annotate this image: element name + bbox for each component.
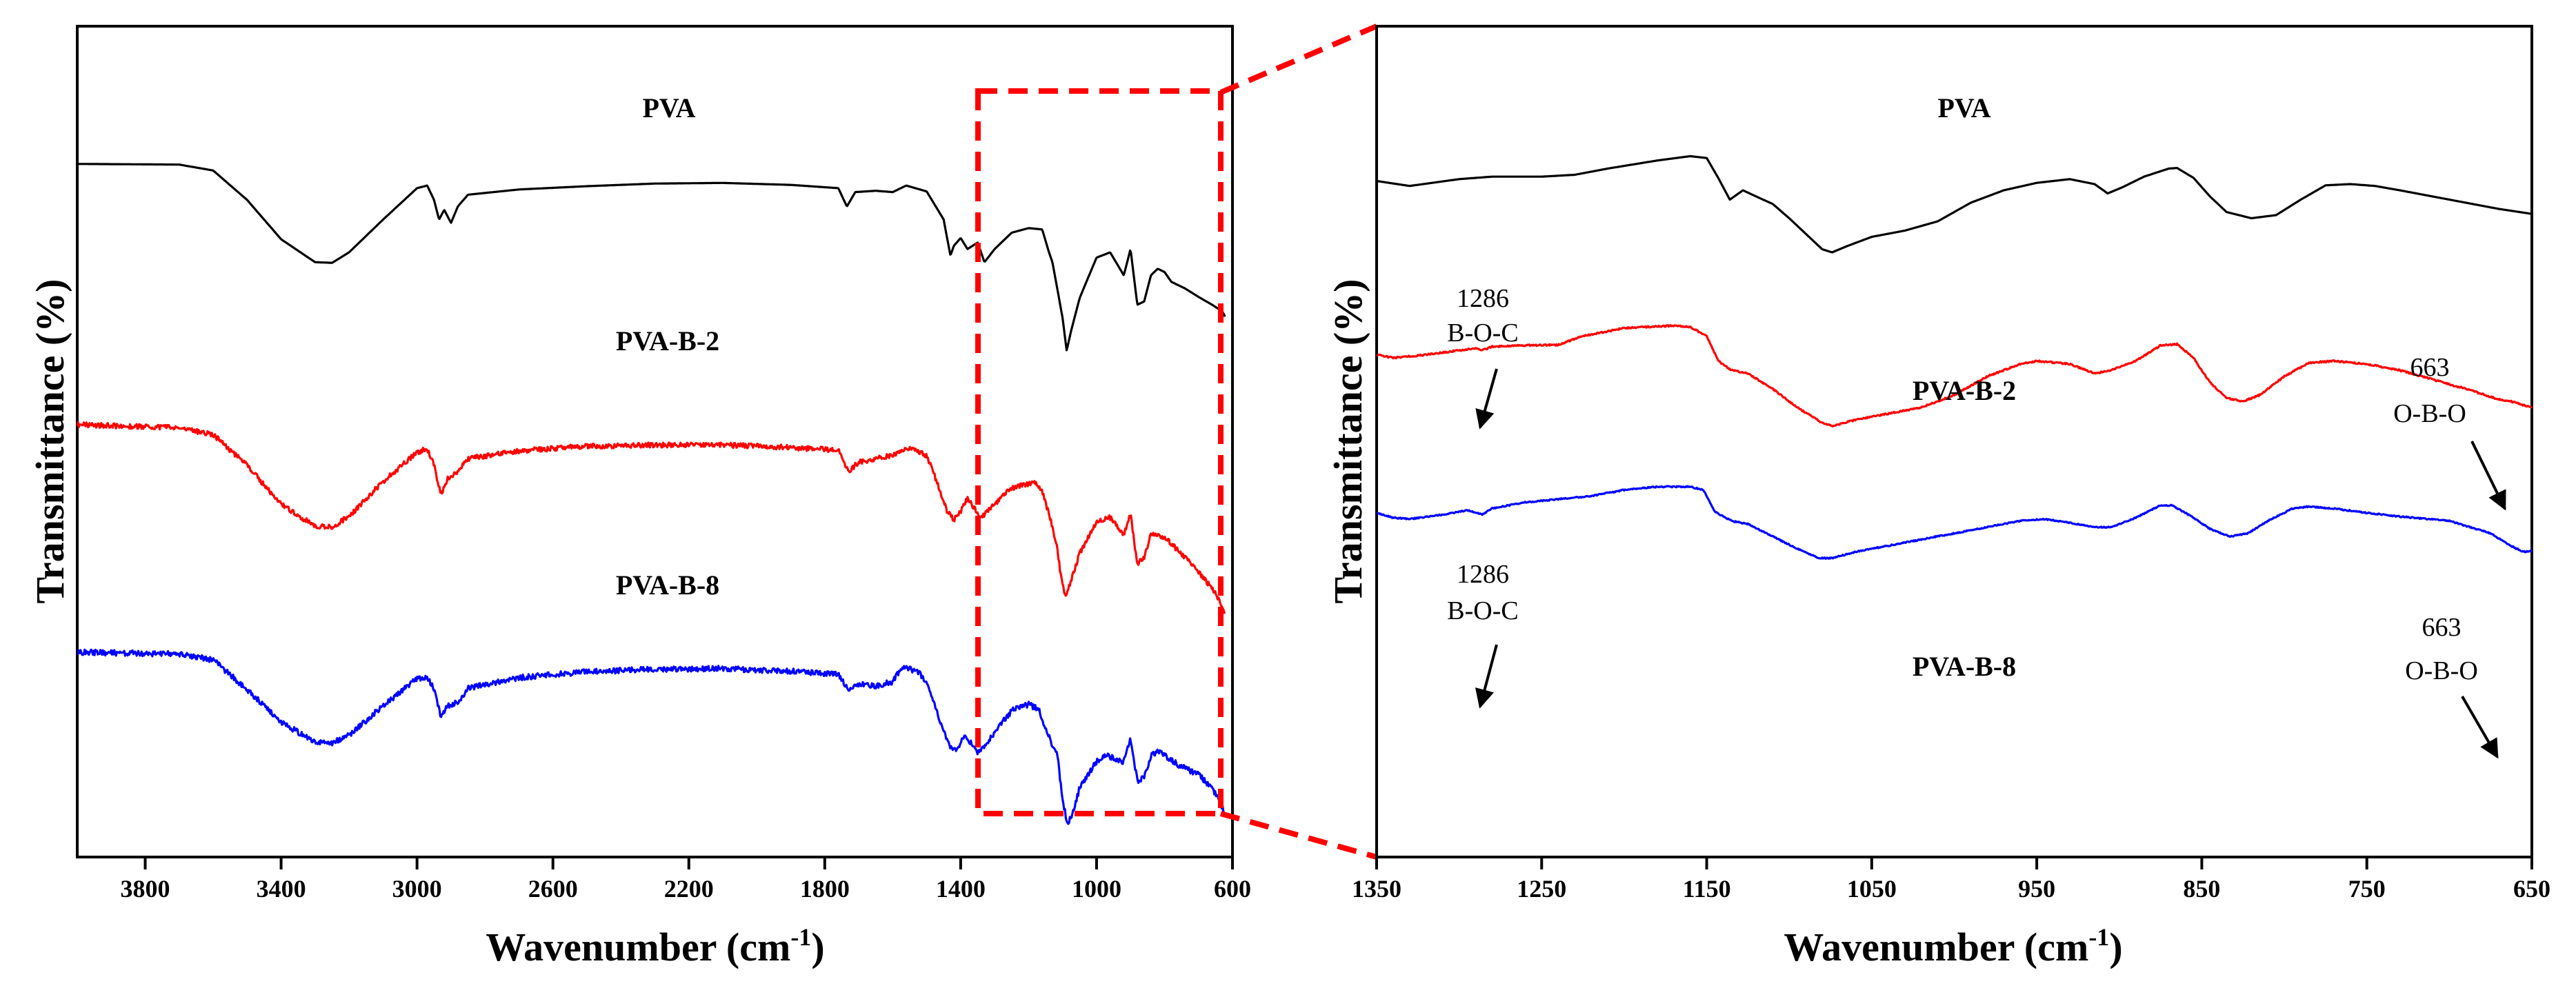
left-label-pva-b-2: PVA-B-2 <box>616 325 719 356</box>
left-label-pva-b-8: PVA-B-8 <box>616 570 719 601</box>
annotation-b2-663-bond: O-B-O <box>2393 399 2466 428</box>
x-tick-label: 3800 <box>121 875 170 903</box>
annotation-b2-1286-bond: B-O-C <box>1447 319 1518 348</box>
annotation-b2-1286-number: 1286 <box>1457 284 1509 313</box>
x-tick-label: 1400 <box>936 875 986 903</box>
annotation-b8-663-bond: O-B-O <box>2405 656 2478 685</box>
right-plot-frame <box>1375 25 2533 858</box>
annotation-b2-663-number: 663 <box>2410 353 2450 382</box>
x-tick-label: 1350 <box>1352 875 1401 903</box>
annotation-b8-663-number: 663 <box>2422 613 2462 642</box>
x-tick-label: 3400 <box>257 875 306 903</box>
left-x-ticks: 3800 3400 3000 2600 2200 1800 1400 1000 600 <box>121 857 1251 903</box>
right-label-pva-b-8: PVA-B-8 <box>1913 651 2016 682</box>
series-line-pva <box>77 163 1226 352</box>
left-plot-frame <box>76 25 1234 858</box>
right-curves <box>1376 154 2533 560</box>
series-line-pva-b-8 <box>1376 485 2533 560</box>
right-label-pva-b-2: PVA-B-2 <box>1913 375 2016 406</box>
x-tick-label: 1800 <box>800 875 850 903</box>
x-tick-label: 650 <box>2513 875 2550 903</box>
series-line-pva-b-8 <box>77 648 1226 825</box>
annotation-b2-1286-arrow-icon <box>1475 368 1498 430</box>
series-line-pva <box>1376 154 2533 254</box>
x-tick-label: 1250 <box>1517 875 1566 903</box>
zoom-connector-bottom <box>1219 811 1378 860</box>
x-tick-label: 850 <box>2183 875 2220 903</box>
left-curves <box>76 163 1226 825</box>
x-tick-label: 1000 <box>1072 875 1121 903</box>
left-x-axis-label: Wavenumber (cm-1) <box>486 923 824 969</box>
x-tick-label: 1150 <box>1683 875 1731 903</box>
annotation-b2-663-arrow-icon <box>2470 441 2506 511</box>
annotation-b8-1286-arrow-icon <box>1475 644 1498 709</box>
series-line-pva-b-2 <box>1376 324 2533 428</box>
right-label-pva: PVA <box>1937 92 1990 123</box>
x-tick-label: 3000 <box>392 875 442 903</box>
x-tick-label: 2600 <box>528 875 578 903</box>
left-y-axis-label: Transmittance (%) <box>28 279 72 604</box>
x-tick-label: 950 <box>2018 875 2055 903</box>
annotation-b8-1286-bond: B-O-C <box>1447 596 1518 625</box>
right-x-axis-label: Wavenumber (cm-1) <box>1784 923 2122 969</box>
right-y-axis-label: Transmittance (%) <box>1326 279 1370 604</box>
zoom-connector-top <box>1219 23 1378 95</box>
right-x-ticks: 1350 1250 1150 1050 950 850 750 650 <box>1352 857 2550 903</box>
x-tick-label: 750 <box>2348 875 2386 903</box>
right-panel: 1350 1250 1150 1050 950 850 750 650 PVA PVA-B-2… <box>1326 25 2550 969</box>
left-label-pva: PVA <box>642 92 695 123</box>
x-tick-label: 2200 <box>664 875 714 903</box>
series-line-pva-b-2 <box>76 421 1226 614</box>
x-tick-label: 1050 <box>1847 875 1897 903</box>
annotation-b8-1286-number: 1286 <box>1457 560 1509 589</box>
left-panel: 3800 3400 3000 2600 2200 1800 1400 1000 600 PVA … <box>28 25 1251 969</box>
zoom-region-box <box>975 88 1224 816</box>
annotation-b8-663-arrow-icon <box>2461 695 2499 759</box>
x-tick-label: 600 <box>1214 875 1251 903</box>
